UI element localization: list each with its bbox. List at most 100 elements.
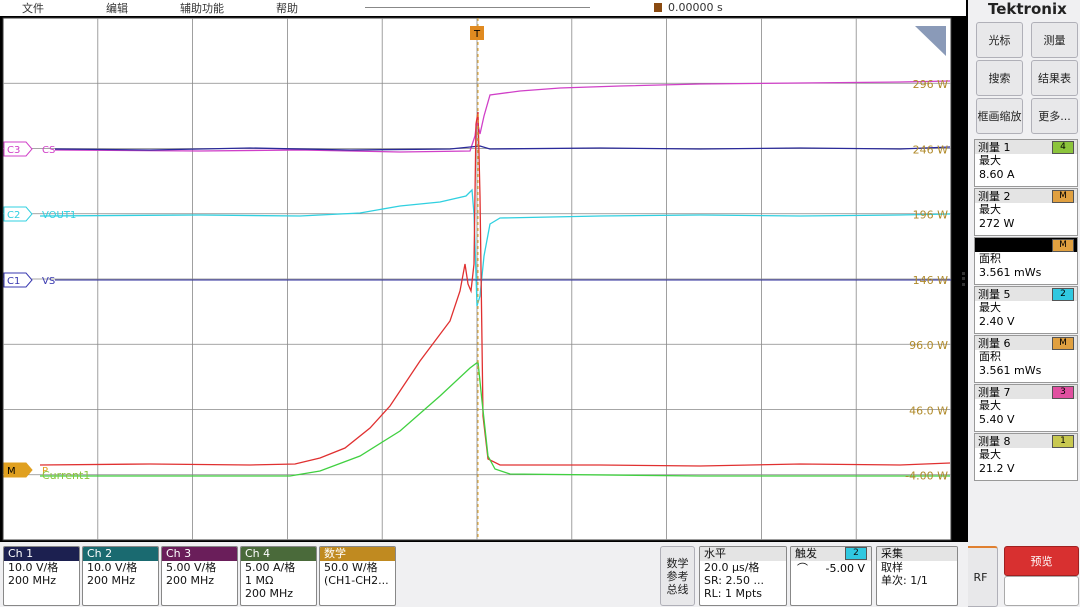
acquire-setting: 取样 bbox=[881, 561, 903, 574]
channel-title: Ch 4 bbox=[241, 547, 316, 561]
panel-button[interactable]: 搜索 bbox=[976, 60, 1023, 96]
channel-box[interactable]: Ch 4 5.00 A/格 1 MΩ 200 MHz bbox=[240, 546, 317, 606]
menu-item[interactable]: 文件 bbox=[22, 2, 44, 15]
time-offset: 0.00000 s bbox=[668, 1, 723, 14]
channel-box[interactable]: Ch 3 5.00 V/格 200 MHz bbox=[161, 546, 238, 606]
measurement-header: 测量 1 4 bbox=[975, 140, 1077, 154]
measurement-source: M bbox=[1052, 238, 1074, 252]
measurement-header: 测量 5 2 bbox=[975, 287, 1077, 301]
title: 水平 bbox=[704, 547, 726, 560]
measurement-value: 3.561 mWs bbox=[979, 364, 1042, 377]
logo: Tektronix bbox=[988, 0, 1067, 18]
measurement-card[interactable]: 测量 8 1 最大 21.2 V bbox=[974, 433, 1078, 481]
measurement-stat: 最大 bbox=[979, 399, 1001, 412]
measurement-title: 测量 8 bbox=[978, 435, 1011, 448]
offset-icon bbox=[654, 3, 662, 12]
menu-item[interactable]: 帮助 bbox=[276, 2, 298, 15]
scale-label: 46.0 W bbox=[909, 404, 948, 417]
horizontal-setting: 20.0 μs/格 bbox=[704, 561, 760, 574]
measurement-source: 1 bbox=[1052, 434, 1074, 448]
channel-tag: C3 bbox=[7, 145, 20, 156]
trigger-source: 2 bbox=[845, 547, 867, 560]
channel-name: VOUT1 bbox=[42, 210, 76, 221]
measurement-card[interactable]: 测量 6 M 面积 3.561 mWs bbox=[974, 335, 1078, 383]
measurement-card[interactable]: 测量 2 M 最大 272 W bbox=[974, 188, 1078, 236]
channel-tag: M bbox=[7, 466, 16, 477]
menu-item[interactable]: 编辑 bbox=[106, 2, 128, 15]
scale-label: 296 W bbox=[913, 78, 948, 91]
panel-button[interactable]: 光标 bbox=[976, 22, 1023, 58]
menu-item[interactable]: 辅助功能 bbox=[180, 2, 224, 15]
scale-label: 246 W bbox=[913, 143, 948, 156]
trigger-title: 触发 2 bbox=[791, 547, 871, 561]
horizontal-box[interactable]: 水平 20.0 μs/格 SR: 2.50 ... RL: 1 Mpts bbox=[699, 546, 787, 606]
measurement-stat: 面积 bbox=[979, 252, 1001, 265]
channel-tag: C2 bbox=[7, 210, 20, 221]
measurement-source: 3 bbox=[1052, 385, 1074, 399]
trace-math bbox=[39, 111, 951, 467]
bottom-bar: Ch 1 10.0 V/格 200 MHz Ch 2 10.0 V/格 200 MHz Ch… bbox=[0, 542, 968, 607]
trigger-flag bbox=[470, 26, 484, 40]
channel-setting: 10.0 V/格 bbox=[87, 561, 138, 574]
trigger-marker: T bbox=[473, 29, 481, 40]
panel-button[interactable]: 框画缩放 bbox=[976, 98, 1023, 134]
channel-setting: 1 MΩ bbox=[245, 574, 274, 587]
rf-button[interactable]: RF bbox=[963, 546, 998, 607]
channel-box[interactable]: Ch 1 10.0 V/格 200 MHz bbox=[3, 546, 80, 606]
channel-marker bbox=[3, 206, 33, 222]
current-label: Current1 bbox=[42, 469, 90, 482]
acquire-title: 采集 bbox=[877, 547, 957, 561]
measurement-card[interactable]: 测量 1 4 最大 8.60 A bbox=[974, 139, 1078, 187]
measurement-card[interactable]: M 面积 3.561 mWs bbox=[974, 237, 1078, 285]
channel-box[interactable]: Ch 2 10.0 V/格 200 MHz bbox=[82, 546, 159, 606]
trace-ch3 bbox=[54, 80, 951, 153]
channel-tag: C1 bbox=[7, 276, 20, 287]
measurement-stat: 最大 bbox=[979, 301, 1001, 314]
measurement-stat: 最大 bbox=[979, 154, 1001, 167]
panel-button[interactable]: 更多... bbox=[1031, 98, 1078, 134]
channel-box[interactable]: 数学 50.0 W/格 (CH1-CH2... bbox=[319, 546, 396, 606]
trace-ch1 bbox=[54, 145, 951, 151]
measurement-value: 5.40 V bbox=[979, 413, 1015, 426]
trigger-level: -5.00 V bbox=[825, 562, 865, 575]
horizontal-title: 水平 bbox=[700, 547, 786, 561]
button-line: 参考 bbox=[666, 569, 689, 583]
measurement-value: 2.40 V bbox=[979, 315, 1015, 328]
measurement-stat: 面积 bbox=[979, 350, 1001, 363]
acquire-setting: 单次: 1/1 bbox=[881, 574, 928, 587]
measurement-header: M bbox=[975, 238, 1077, 252]
panel-button[interactable]: 结果表 bbox=[1031, 60, 1078, 96]
measurement-title: 测量 5 bbox=[978, 288, 1011, 301]
math-ref-bus-button[interactable]: 数学 参考 总线 bbox=[660, 546, 695, 606]
measurement-title: 测量 1 bbox=[978, 141, 1011, 154]
channel-name: CS bbox=[42, 145, 55, 156]
measurement-source: 2 bbox=[1052, 287, 1074, 301]
channel-title: Ch 2 bbox=[83, 547, 158, 561]
button-line: 总线 bbox=[666, 582, 689, 596]
measurement-card[interactable]: 测量 7 3 最大 5.40 V bbox=[974, 384, 1078, 432]
trigger-box[interactable]: 触发 2 ⌒ -5.00 V bbox=[790, 546, 872, 606]
measurement-stat: 最大 bbox=[979, 203, 1001, 216]
measurement-header: 测量 2 M bbox=[975, 189, 1077, 203]
horizontal-setting: RL: 1 Mpts bbox=[704, 587, 762, 600]
menu-bar: 文件 编辑 辅助功能 帮助 0.00000 s bbox=[0, 0, 966, 16]
channel-marker bbox=[3, 462, 33, 478]
panel-button[interactable]: 测量 bbox=[1031, 22, 1078, 58]
collapse-dots bbox=[962, 272, 968, 286]
preview-button[interactable]: 预览 bbox=[1004, 546, 1079, 576]
timeline bbox=[365, 7, 590, 8]
channel-setting: 200 MHz bbox=[8, 574, 57, 587]
side-panel: Tektronix 光标 测量 搜索 结果表 框画缩放 更多... 测量 1 4 最大 8.60 A… bbox=[962, 0, 1080, 607]
channel-name: VS bbox=[42, 276, 55, 287]
channel-setting: 5.00 V/格 bbox=[166, 561, 217, 574]
channel-name: P bbox=[42, 466, 48, 477]
measurement-source: M bbox=[1052, 336, 1074, 350]
channel-setting: 10.0 V/格 bbox=[8, 561, 59, 574]
acquire-box[interactable]: 采集 取样 单次: 1/1 bbox=[876, 546, 958, 606]
channel-marker bbox=[3, 141, 33, 157]
measurement-card[interactable]: 测量 5 2 最大 2.40 V bbox=[974, 286, 1078, 334]
measurement-title: 测量 7 bbox=[978, 386, 1011, 399]
zoom-icon bbox=[915, 26, 946, 56]
scale-label: 146 W bbox=[913, 274, 948, 287]
